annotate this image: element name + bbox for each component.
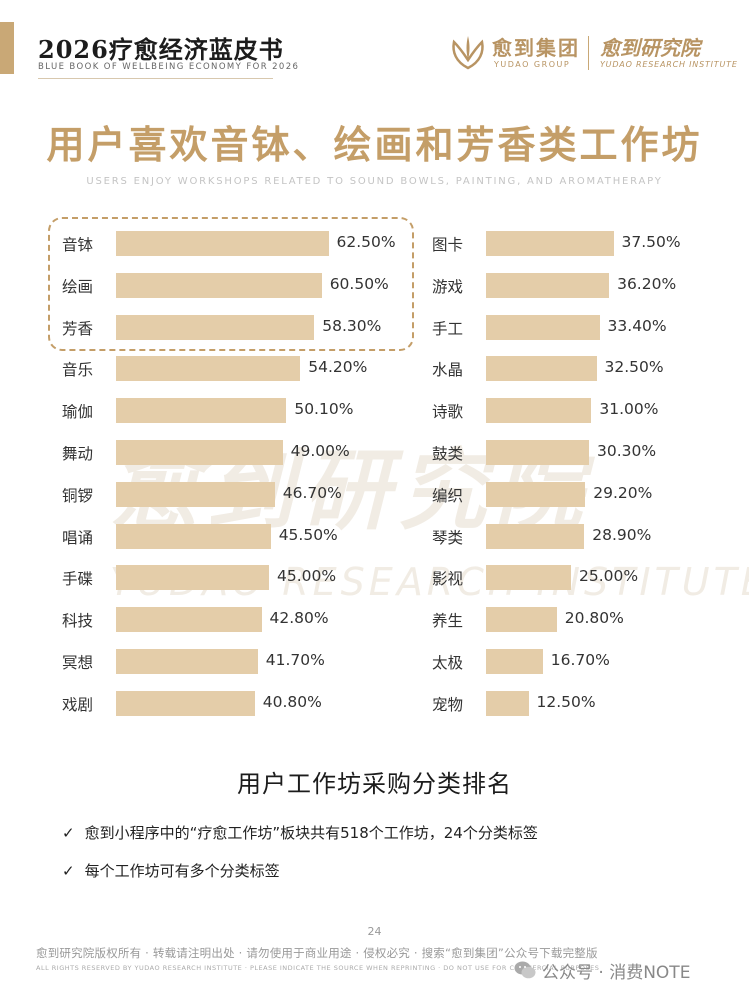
bar — [486, 356, 597, 382]
value-label: 41.70% — [265, 651, 325, 669]
category-label: 影视 — [432, 570, 464, 589]
value-label: 62.50% — [336, 233, 396, 251]
category-label: 音钵 — [62, 236, 94, 254]
wechat-account-name: 公众号 · 消费NOTE — [542, 963, 691, 983]
category-label: 戏剧 — [62, 695, 94, 714]
copyright-notice-en: ALL RIGHTS RESERVED BY YUDAO RESEARCH IN… — [36, 964, 600, 972]
category-label: 宠物 — [432, 695, 464, 714]
value-label: 50.10% — [294, 400, 354, 419]
wechat-icon — [514, 961, 536, 979]
bar — [116, 565, 269, 591]
bar — [486, 398, 592, 424]
bar — [116, 272, 322, 298]
bar — [116, 231, 329, 256]
category-label: 舞动 — [62, 445, 94, 463]
category-label: 铜锣 — [62, 486, 94, 505]
value-label: 32.50% — [604, 358, 664, 377]
value-label: 36.20% — [617, 274, 677, 293]
category-label: 科技 — [62, 612, 94, 631]
category-label: 冥想 — [62, 654, 94, 672]
logo-divider — [588, 36, 589, 70]
value-label: 25.00% — [579, 567, 639, 586]
page-number: 24 — [367, 925, 382, 938]
category-label: 琴类 — [432, 528, 464, 547]
bar — [486, 481, 586, 507]
report-subtitle: BLUE BOOK OF WELLBEING ECONOMY FOR 2026 — [38, 62, 300, 72]
value-label: 45.50% — [278, 525, 338, 544]
category-label: 养生 — [432, 612, 464, 631]
brand-logo: 愈到集团 YUDAO GROUP 愈到研究院 YUDAO RESEARCH IN… — [448, 32, 738, 72]
category-label: 游戏 — [432, 277, 464, 296]
value-label: 12.50% — [536, 692, 596, 711]
lotus-logo-icon — [452, 36, 484, 70]
bar — [486, 607, 557, 633]
category-label: 手碟 — [62, 570, 94, 589]
value-label: 46.70% — [282, 483, 342, 502]
institute-name: 愈到研究院 — [600, 36, 700, 60]
category-label: 太极 — [432, 654, 464, 672]
bar — [116, 314, 315, 340]
value-label: 37.50% — [621, 233, 681, 251]
value-label: 40.80% — [262, 692, 322, 711]
bar — [486, 523, 585, 549]
category-label: 鼓类 — [432, 445, 464, 463]
bar — [116, 398, 287, 424]
bar — [486, 440, 590, 465]
check-icon: ✓ — [62, 862, 75, 880]
bar — [116, 649, 258, 674]
bar — [116, 690, 255, 716]
category-label: 水晶 — [432, 361, 464, 380]
value-label: 49.00% — [290, 442, 350, 460]
value-label: 20.80% — [564, 609, 624, 628]
chart-headline-en: USERS ENJOY WORKSHOPS RELATED TO SOUND B… — [86, 176, 663, 187]
value-label: 28.90% — [592, 525, 652, 544]
value-label: 31.00% — [599, 400, 659, 419]
category-label: 瑜伽 — [62, 403, 94, 422]
header-divider — [38, 78, 273, 79]
bar — [486, 649, 543, 674]
institute-name-en: YUDAO RESEARCH INSTITUTE — [600, 60, 738, 69]
bar — [116, 356, 301, 382]
bar — [116, 440, 283, 465]
value-label: 54.20% — [308, 358, 368, 377]
bar — [116, 523, 271, 549]
category-label: 图卡 — [432, 236, 464, 254]
category-label: 手工 — [432, 319, 464, 338]
value-label: 42.80% — [269, 609, 329, 628]
value-label: 45.00% — [277, 567, 337, 586]
group-name-en: YUDAO GROUP — [494, 60, 571, 69]
value-label: 60.50% — [329, 274, 389, 293]
category-label: 绘画 — [62, 277, 94, 296]
check-icon: ✓ — [62, 824, 75, 842]
bar — [486, 565, 571, 591]
report-title: 2026疗愈经济蓝皮书 — [38, 35, 284, 64]
note-item: ✓ 每个工作坊可有多个分类标签 — [62, 860, 280, 881]
value-label: 16.70% — [550, 651, 610, 669]
value-label: 29.20% — [593, 483, 653, 502]
chart-title: 用户工作坊采购分类排名 — [237, 770, 512, 798]
bar — [486, 690, 529, 716]
category-label: 音乐 — [62, 361, 94, 380]
bar — [486, 314, 600, 340]
value-label: 30.30% — [597, 442, 657, 460]
category-label: 诗歌 — [432, 403, 464, 422]
category-label: 唱诵 — [62, 528, 94, 547]
bar — [486, 272, 610, 298]
top3-highlight-box — [48, 217, 414, 351]
group-name: 愈到集团 — [492, 36, 580, 60]
category-label: 芳香 — [62, 319, 94, 338]
value-label: 58.30% — [322, 316, 382, 335]
note-text: 每个工作坊可有多个分类标签 — [84, 862, 280, 880]
bar — [486, 231, 614, 256]
bar — [116, 607, 262, 633]
note-item: ✓ 愈到小程序中的“疗愈工作坊”板块共有518个工作坊，24个分类标签 — [62, 822, 538, 843]
value-label: 33.40% — [607, 316, 667, 335]
bar — [116, 481, 275, 507]
note-text: 愈到小程序中的“疗愈工作坊”板块共有518个工作坊，24个分类标签 — [84, 824, 538, 842]
category-label: 编织 — [432, 486, 464, 505]
copyright-notice: 愈到研究院版权所有 · 转载请注明出处 · 请勿使用于商业用途 · 侵权必究 ·… — [36, 946, 598, 960]
chart-headline: 用户喜欢音钵、绘画和芳香类工作坊 — [46, 122, 703, 167]
header-accent-bar — [0, 22, 14, 74]
